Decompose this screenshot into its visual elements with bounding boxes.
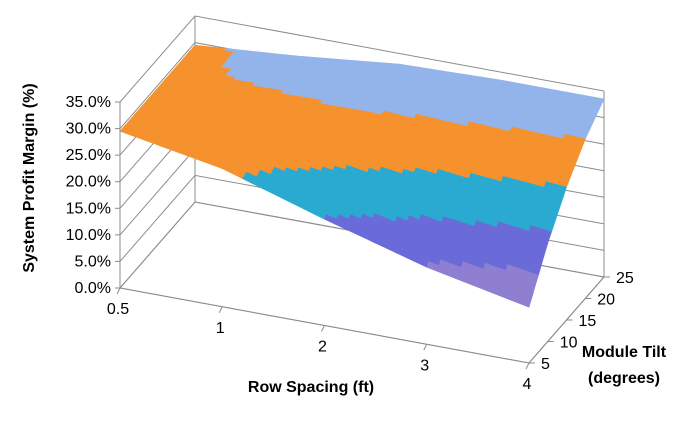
x-tick-mark xyxy=(525,362,530,370)
z-tick-label: 25.0% xyxy=(66,147,111,164)
x-tick-mark xyxy=(423,344,428,351)
z-tick-label: 20.0% xyxy=(66,174,111,191)
z-tick-label: 35.0% xyxy=(66,94,111,111)
y-axis-label-line2: (degrees) xyxy=(588,370,660,387)
z-tick-label: 0.0% xyxy=(75,280,111,297)
x-tick-mark xyxy=(218,306,223,313)
x-tick-label: 3 xyxy=(420,357,429,374)
z-tick-label: 30.0% xyxy=(66,121,111,138)
x-tick-mark xyxy=(321,325,325,332)
x-tick-mark xyxy=(116,287,121,295)
x-tick-label: 1 xyxy=(216,320,225,337)
z-axis-label: System Profit Margin (%) xyxy=(21,83,38,272)
tick-labels: 0.0% 5.0% 10.0% 15.0% 20.0% 25.0% 30.0% 35.0% 0.… xyxy=(66,94,634,393)
surface-cell xyxy=(518,296,532,308)
y-tick-label: 15 xyxy=(579,313,597,330)
x-axis-label: Row Spacing (ft) xyxy=(248,379,374,396)
surface-plot xyxy=(119,44,605,308)
x-tick-label: 0.5 xyxy=(107,301,129,318)
z-tick-label: 5.0% xyxy=(75,253,111,270)
y-axis-label: Module Tilt xyxy=(582,344,667,361)
z-tick-label: 10.0% xyxy=(66,227,111,244)
y-tick-label: 25 xyxy=(616,270,634,287)
z-tick-label: 15.0% xyxy=(66,200,111,217)
x-tick-label: 4 xyxy=(523,376,532,393)
y-tick-label: 10 xyxy=(560,335,578,352)
y-tick-label: 5 xyxy=(541,356,550,373)
chart-axes xyxy=(115,101,610,370)
y-tick-label: 20 xyxy=(597,292,615,309)
x-tick-label: 2 xyxy=(318,339,327,356)
